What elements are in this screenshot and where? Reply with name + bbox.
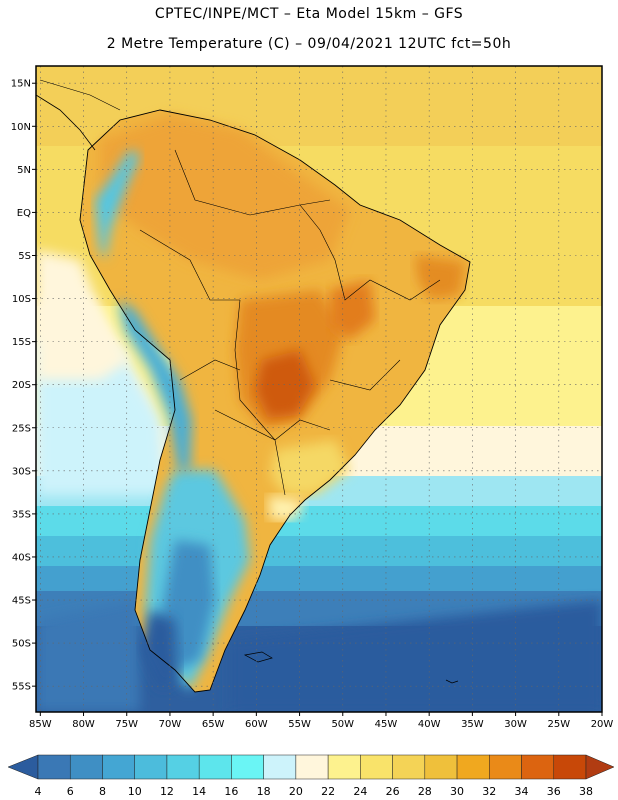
latitude-labels: 15N 10N 5N EQ 5S 10S 15S 20S 25S 30S 35S 40S 45S 50S 5… bbox=[11, 79, 36, 693]
lat-label: 25S bbox=[12, 423, 31, 434]
colorbar-arrow-left bbox=[7, 754, 39, 780]
colorbar-label: 18 bbox=[257, 785, 271, 798]
lat-label: 5N bbox=[17, 165, 31, 176]
colorbar-label: 24 bbox=[353, 785, 367, 798]
colorbar-label: 26 bbox=[386, 785, 400, 798]
map-grid bbox=[36, 66, 603, 712]
lon-label: 30W bbox=[504, 719, 527, 730]
colorbar-swatch bbox=[166, 754, 200, 780]
colorbar-label: 28 bbox=[418, 785, 432, 798]
colorbar-label: 12 bbox=[160, 785, 174, 798]
lon-label: 25W bbox=[547, 719, 570, 730]
lon-label: 40W bbox=[418, 719, 441, 730]
colorbar-swatch bbox=[456, 754, 490, 780]
lat-label: 50S bbox=[12, 639, 31, 650]
colorbar-label: 16 bbox=[224, 785, 238, 798]
lat-label: 45S bbox=[12, 596, 31, 607]
colorbar-label: 10 bbox=[128, 785, 142, 798]
colorbar-label: 32 bbox=[482, 785, 496, 798]
colorbar-swatch bbox=[37, 754, 71, 780]
lon-label: 80W bbox=[72, 719, 95, 730]
colorbar-label: 14 bbox=[192, 785, 206, 798]
lon-label: 65W bbox=[202, 719, 225, 730]
colorbar-swatch bbox=[231, 754, 264, 780]
colorbar-label: 6 bbox=[67, 785, 74, 798]
colorbar-swatch bbox=[360, 754, 393, 780]
colorbar-label: 34 bbox=[515, 785, 529, 798]
lon-label: 35W bbox=[461, 719, 484, 730]
lat-label: 40S bbox=[12, 552, 31, 563]
lat-label: 55S bbox=[12, 682, 31, 693]
lon-label: 75W bbox=[115, 719, 138, 730]
colorbar-label: 30 bbox=[450, 785, 464, 798]
map-title-line2: 2 Metre Temperature (C) – 09/04/2021 12U… bbox=[106, 36, 512, 52]
map-field bbox=[36, 66, 602, 712]
lat-label: EQ bbox=[17, 208, 31, 219]
colorbar-swatch bbox=[102, 754, 135, 780]
temperature-colorbar: 4 6 8 10 12 14 16 18 20 22 24 26 28 30 32 34 36 38 bbox=[7, 754, 615, 798]
lon-label: 60W bbox=[245, 719, 268, 730]
map-frame bbox=[35, 65, 603, 713]
colorbar-swatch bbox=[263, 754, 297, 780]
colorbar-arrow-right bbox=[585, 754, 615, 780]
lat-label: 35S bbox=[12, 509, 31, 520]
lon-label: 45W bbox=[375, 719, 398, 730]
lon-label: 20W bbox=[591, 719, 614, 730]
colorbar-label: 20 bbox=[289, 785, 303, 798]
lat-label: 5S bbox=[18, 251, 31, 262]
lat-label: 15N bbox=[11, 79, 31, 90]
colorbar-swatch bbox=[198, 754, 232, 780]
colorbar-swatch bbox=[327, 754, 361, 780]
map-title-line1: CPTEC/INPE/MCT – Eta Model 15km – GFS bbox=[154, 6, 464, 22]
colorbar-label: 38 bbox=[579, 785, 593, 798]
colorbar-swatch bbox=[134, 754, 168, 780]
longitude-labels: 85W 80W 75W 70W 65W 60W 55W 50W 45W 40W 35W 30W 25W 2… bbox=[29, 712, 613, 730]
lat-label: 20S bbox=[12, 380, 31, 391]
lat-label: 10S bbox=[12, 294, 31, 305]
colorbar-swatch bbox=[424, 754, 458, 780]
colorbar-label: 36 bbox=[547, 785, 561, 798]
colorbar-swatch bbox=[392, 754, 426, 780]
colorbar-swatch bbox=[489, 754, 522, 780]
colorbar-swatch bbox=[521, 754, 555, 780]
colorbar-swatch bbox=[295, 754, 329, 780]
colorbar-label: 4 bbox=[35, 785, 42, 798]
lat-label: 10N bbox=[11, 122, 31, 133]
lat-label: 15S bbox=[12, 337, 31, 348]
lon-label: 85W bbox=[29, 719, 52, 730]
colorbar-swatch bbox=[553, 754, 587, 780]
lon-label: 50W bbox=[331, 719, 354, 730]
colorbar-swatch bbox=[69, 754, 103, 780]
colorbar-label: 22 bbox=[321, 785, 335, 798]
lat-label: 30S bbox=[12, 466, 31, 477]
lon-label: 70W bbox=[159, 719, 182, 730]
lon-label: 55W bbox=[288, 719, 311, 730]
country-borders bbox=[139, 149, 441, 496]
colorbar-label: 8 bbox=[99, 785, 106, 798]
